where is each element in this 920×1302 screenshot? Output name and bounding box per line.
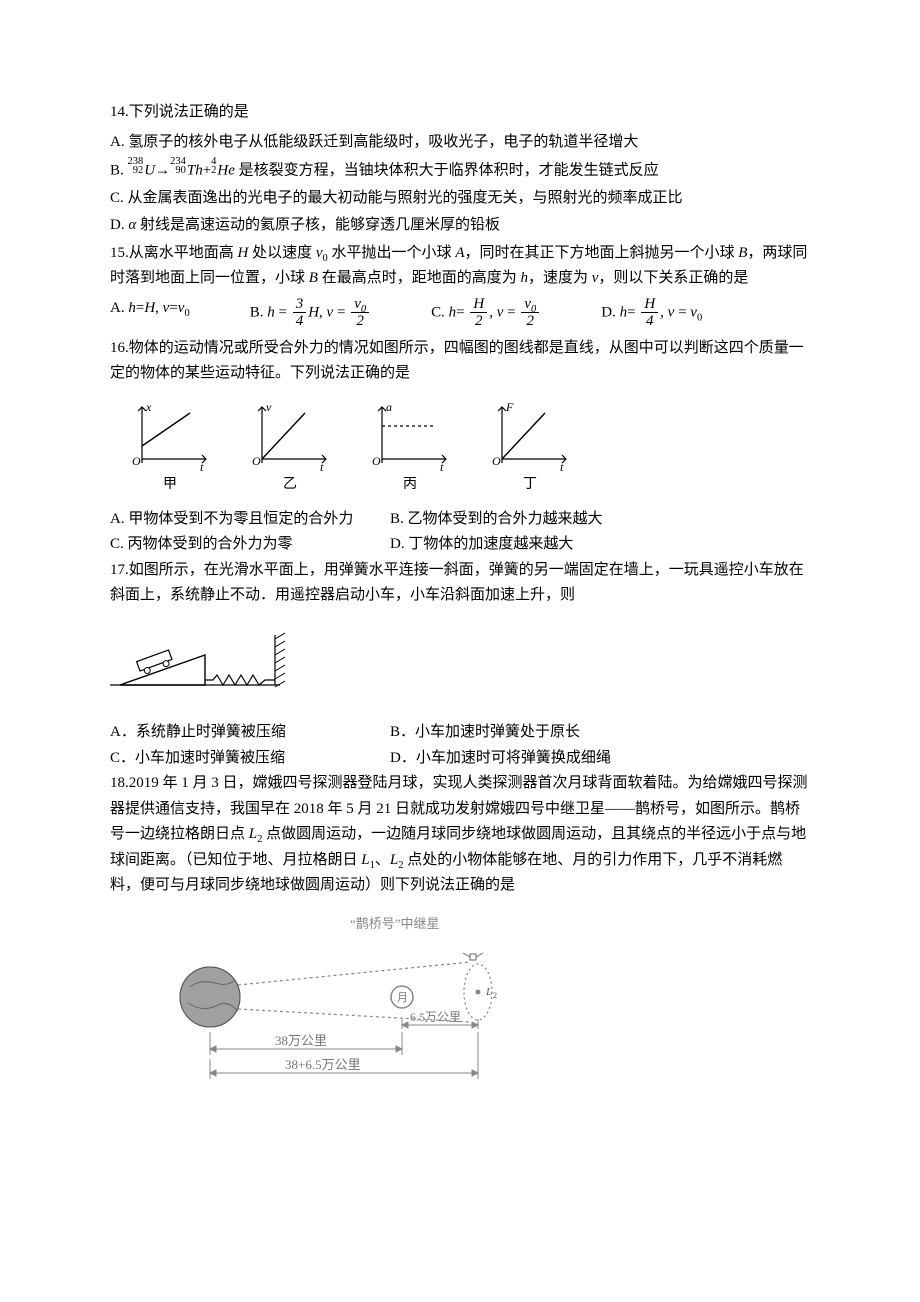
nuclide-sup: 23490 [170, 157, 186, 176]
svg-text:2: 2 [493, 991, 497, 1000]
q16-opt-c: C. 丙物体受到的合外力为零 [110, 532, 390, 558]
q18-diagram: “鹊桥号”中继星 月 L2 6.5万公里 [170, 913, 810, 1117]
nuclide-th: Th [187, 162, 203, 178]
svg-text:6.5万公里: 6.5万公里 [410, 1010, 461, 1024]
graph-label: 乙 [250, 473, 330, 497]
q17-opt-c: C．小车加速时弹簧被压缩 [110, 746, 390, 772]
svg-text:O: O [372, 454, 381, 468]
q16-graphs: O x t 甲 O v t 乙 O a t 丙 [130, 401, 810, 497]
svg-text:L: L [485, 986, 492, 998]
q14-d-tail: 射线是高速运动的氦原子核，能够穿透几厘米厚的铅板 [136, 217, 500, 233]
svg-text:O: O [252, 454, 261, 468]
graph-svg: O a t [370, 401, 450, 471]
q14-b-tail: 是核裂变方程，当铀块体积大于临界体积时，才能发生链式反应 [239, 162, 659, 178]
svg-text:a: a [386, 401, 392, 414]
nuclide-sup: 42 [211, 157, 216, 176]
q15-opt-b: B. h = 34H, v = v02 [250, 296, 371, 330]
plus: + [203, 162, 211, 178]
q16-opt-a: A. 甲物体受到不为零且恒定的合外力 [110, 507, 390, 533]
q17-stem: 17.如图所示，在光滑水平面上，用弹簧水平连接一斜面，弹簧的另一端固定在墙上，一… [110, 558, 810, 609]
q18-stem: 18.2019 年 1 月 3 日，嫦娥四号探测器登陆月球，实现人类探测器首次月… [110, 771, 810, 899]
q15-options: A. h=H, v=v0 B. h = 34H, v = v02 C. h= H… [110, 296, 810, 330]
q15-opt-d: D. h= H4, v = v0 [601, 296, 702, 330]
q14-opt-a: A. 氢原子的核外电子从低能级跃迁到高能级时，吸收光子，电子的轨道半径增大 [110, 130, 810, 156]
q15-opt-c: C. h= H2, v = v02 [431, 296, 541, 330]
svg-text:v: v [266, 401, 272, 414]
q17-options-2: C．小车加速时弹簧被压缩 D．小车加速时可将弹簧换成细绳 [110, 746, 810, 772]
graph-jia: O x t 甲 [130, 401, 210, 497]
q14-opt-c: C. 从金属表面逸出的光电子的最大初动能与照射光的强度无关，与照射光的频率成正比 [110, 186, 810, 212]
svg-text:x: x [145, 401, 152, 414]
graph-yi: O v t 乙 [250, 401, 330, 497]
q16-options-2: C. 丙物体受到的合外力为零 D. 丁物体的加速度越来越大 [110, 532, 810, 558]
q14-options: A. 氢原子的核外电子从低能级跃迁到高能级时，吸收光子，电子的轨道半径增大 B.… [110, 130, 810, 239]
nuclide-he: He [217, 162, 235, 178]
fig18-title: “鹊桥号”中继星 [350, 913, 810, 935]
arrow: → [155, 162, 170, 178]
q17-options: A．系统静止时弹簧被压缩 B．小车加速时弹簧处于原长 [110, 720, 810, 746]
graph-label: 丁 [490, 473, 570, 497]
q15-opt-a: A. h=H, v=v0 [110, 296, 190, 330]
q14-stem: 14.下列说法正确的是 [110, 100, 810, 126]
q15-stem: 15.从离水平地面高 H 处以速度 v0 水平抛出一个小球 A，同时在其正下方地… [110, 241, 810, 292]
graph-bing: O a t 丙 [370, 401, 450, 497]
q14-opt-b: B. 23892U→23490Th+42He 是核裂变方程，当铀块体积大于临界体… [110, 157, 810, 184]
graph-label: 丙 [370, 473, 450, 497]
graph-svg: O v t [250, 401, 330, 471]
svg-text:38+6.5万公里: 38+6.5万公里 [285, 1057, 361, 1072]
q16-stem: 16.物体的运动情况或所受合外力的情况如图所示，四幅图的图线都是直线，从图中可以… [110, 336, 810, 387]
svg-text:38万公里: 38万公里 [275, 1033, 327, 1048]
svg-text:O: O [132, 454, 141, 468]
q14-b-prefix: B. [110, 162, 128, 178]
svg-text:O: O [492, 454, 501, 468]
graph-svg: O x t [130, 401, 210, 471]
graph-label: 甲 [130, 473, 210, 497]
q17-diagram [110, 625, 810, 705]
q14-d-prefix: D. [110, 217, 128, 233]
nuclide-sup: 23892 [128, 157, 144, 176]
q14-opt-d: D. α 射线是高速运动的氦原子核，能够穿透几厘米厚的铅板 [110, 213, 810, 239]
svg-text:月: 月 [397, 992, 408, 1004]
q16-options: A. 甲物体受到不为零且恒定的合外力 B. 乙物体受到的合外力越来越大 [110, 507, 810, 533]
q16-opt-b: B. 乙物体受到的合外力越来越大 [390, 507, 603, 533]
svg-text:F: F [505, 401, 514, 414]
nuclide-u: U [144, 162, 155, 178]
q17-opt-d: D．小车加速时可将弹簧换成细绳 [390, 746, 611, 772]
graph-svg: O F t [490, 401, 570, 471]
q17-opt-a: A．系统静止时弹簧被压缩 [110, 720, 390, 746]
q16-opt-d: D. 丁物体的加速度越来越大 [390, 532, 573, 558]
graph-ding: O F t 丁 [490, 401, 570, 497]
q17-opt-b: B．小车加速时弹簧处于原长 [390, 720, 580, 746]
